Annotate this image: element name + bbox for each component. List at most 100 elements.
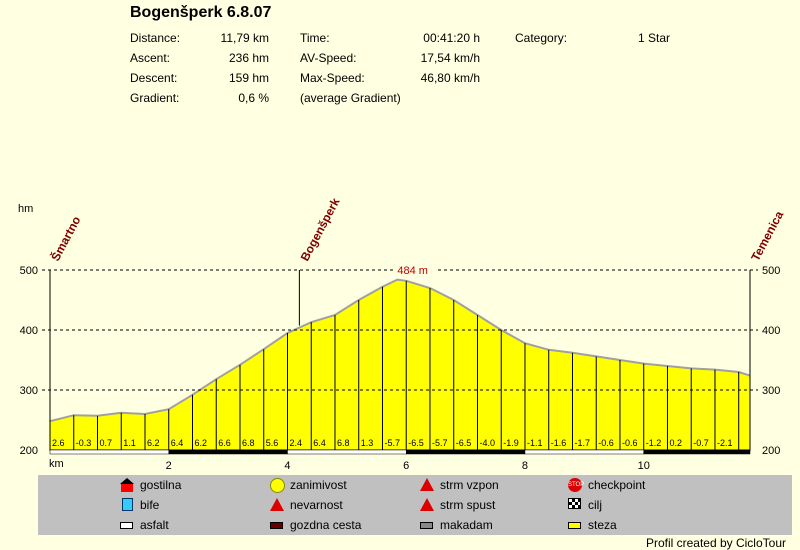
forest-road-swatch-icon [270,518,284,532]
y-axis-label: hm [18,203,34,215]
max-elevation-label: 484 m [397,265,428,277]
waypoint-label: Temenica [748,208,786,263]
category-label: Category: [515,31,568,45]
legend-item: strm vzpon [420,478,499,492]
trail-swatch-icon [568,518,582,532]
legend-item: asfalt [120,518,169,532]
elevation-area [50,279,750,450]
surface-segment [643,449,751,455]
gradient-value: 0,6 % [238,91,269,105]
legend-label: asfalt [140,518,169,532]
segment-gradient-label: -1.1 [527,438,543,448]
gradient-label: Gradient: [130,91,180,105]
x-tick: 4 [284,460,290,472]
segment-gradient-label: 6.8 [337,438,350,448]
y-tick-right: 400 [762,325,780,337]
segment-gradient-label: 6.4 [313,438,326,448]
legend-label: bife [140,498,160,512]
y-tick-right: 300 [762,385,780,397]
segment-gradient-label: -1.2 [646,438,662,448]
segment-gradient-label: -0.6 [622,438,638,448]
legend-item: gozdna cesta [270,518,361,532]
avspeed-label: AV-Speed: [300,51,357,65]
legend-item: nevarnost [270,498,343,512]
segment-gradient-label: 1.3 [361,438,374,448]
segment-gradient-label: 6.2 [194,438,207,448]
waypoint-label: Šmartno [47,213,83,263]
waypoint-label: Bogenšperk [298,195,343,263]
legend-item: bife [120,498,159,512]
segment-gradient-label: -5.7 [384,438,400,448]
warning-icon [270,498,284,512]
legend-label: zanimivost [290,478,347,492]
legend-item: cilj [568,498,602,512]
legend-label: gozdna cesta [290,518,362,532]
descent-label: Descent: [130,71,178,85]
distance-value: 11,79 km [220,31,269,45]
asfalt-swatch-icon [120,518,134,532]
gravel-swatch-icon [420,518,434,532]
smiley-icon [270,478,285,493]
legend-item: steza [568,518,617,532]
segment-gradient-label: -0.3 [76,438,92,448]
category-value: 1 Star [638,31,671,45]
legend: gostilna zanimivost strm vzpon STOP checkpoi… [38,475,792,535]
segment-gradient-label: 0.2 [669,438,682,448]
legend-item: STOP checkpoint [568,478,645,492]
distance-label: Distance: [130,31,181,45]
surface-segment [287,449,407,455]
steep-climb-icon [420,478,434,492]
segment-gradient-label: -0.7 [693,438,709,448]
surface-segment [168,449,288,455]
segment-gradient-label: 2.4 [289,438,302,448]
legend-label: cilj [588,498,602,512]
y-tick-right: 200 [762,445,780,457]
legend-item: zanimivost [270,478,347,493]
legend-label: checkpoint [588,478,646,492]
page-title: Bogenšperk 6.8.07 [130,4,272,21]
legend-label: nevarnost [290,498,343,512]
time-label: Time: [300,31,330,45]
segment-gradient-label: -1.9 [503,438,519,448]
y-tick-left: 300 [20,385,38,397]
segment-gradient-label: 6.2 [147,438,160,448]
segment-gradient-label: -4.0 [479,438,495,448]
segment-gradient-label: -1.7 [574,438,590,448]
cup-icon [120,498,134,512]
legend-item: gostilna [120,478,181,492]
ascent-value: 236 hm [228,51,269,65]
legend-label: makadam [440,518,493,532]
house-icon [120,478,134,492]
legend-label: steza [588,518,617,532]
segment-gradient-label: 6.6 [218,438,231,448]
finish-flag-icon [568,498,582,512]
x-axis-label: km [49,458,64,470]
y-tick-left: 200 [20,445,38,457]
y-tick-left: 500 [20,265,38,277]
surface-segment [405,449,526,455]
time-value: 00:41:20 h [423,31,480,45]
segment-gradient-label: 2.6 [52,438,65,448]
elevation-chart: 2.6 -0.3 0.7 1.1 6.2 6.4 6.2 6.6 6.8 5.6 2.4 6.4 6.8… [20,195,787,472]
stop-icon: STOP [568,478,584,492]
footer-credit: Profil created by CicloTour [645,536,786,550]
legend-label: strm spust [440,498,496,512]
legend-item: makadam [420,518,493,532]
legend-label: strm vzpon [440,478,499,492]
segment-gradient-label: -6.5 [408,438,424,448]
y-tick-left: 400 [20,325,38,337]
y-tick-right: 500 [762,265,780,277]
gradient-note: (average Gradient) [300,91,401,105]
segment-gradient-label: 6.8 [242,438,255,448]
surface-segment [524,449,644,455]
segment-gradient-label: 0.7 [99,438,112,448]
x-tick: 2 [166,460,172,472]
maxspeed-value: 46,80 km/h [420,71,480,85]
segment-gradient-label: -6.5 [456,438,472,448]
max-label-bg [395,263,438,275]
descent-value: 159 hm [228,71,269,85]
avspeed-value: 17,54 km/h [420,51,480,65]
maxspeed-label: Max-Speed: [300,71,365,85]
legend-label: gostilna [140,478,182,492]
